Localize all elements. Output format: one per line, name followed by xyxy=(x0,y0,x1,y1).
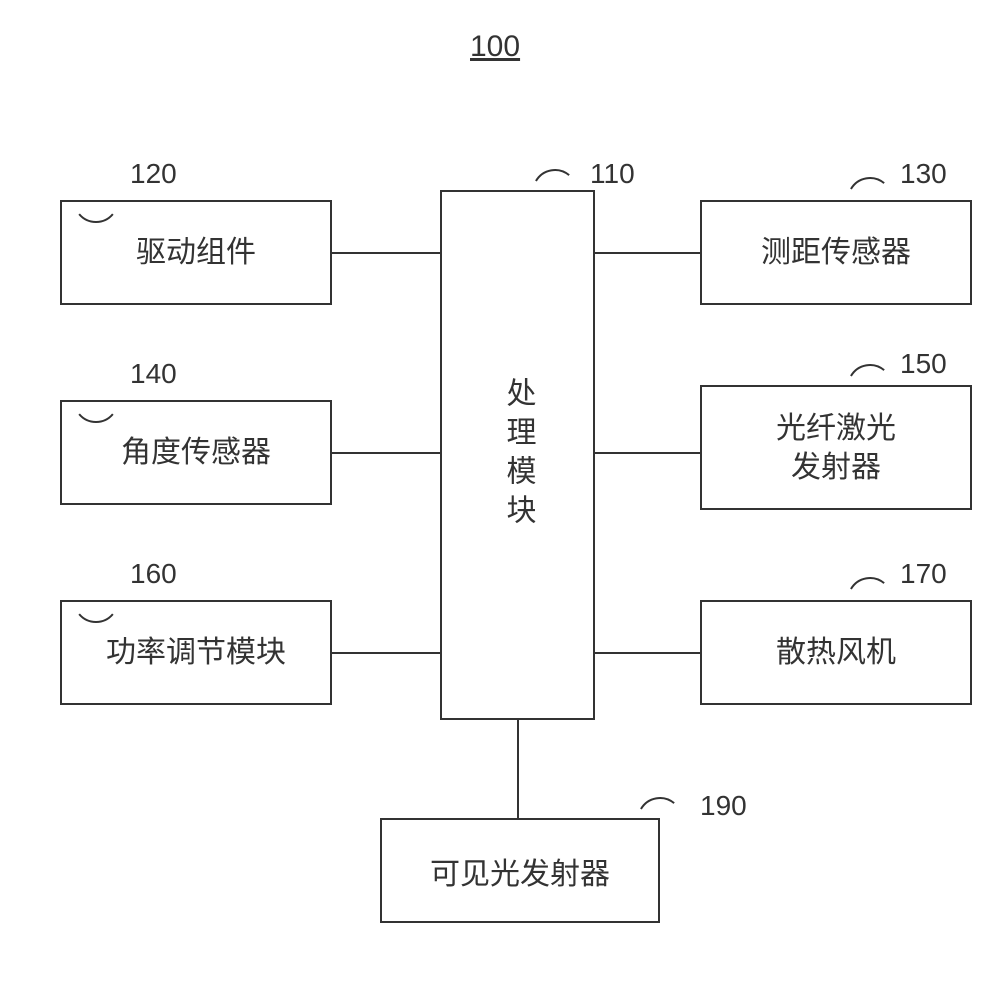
distance-sensor-box: 测距传感器 xyxy=(700,200,972,305)
diagram-container: 100 处理模块 110 驱动组件 120 测距传感器 130 角度传感器 140 光纤激光… xyxy=(0,0,987,1000)
visible-light-emitter-arc xyxy=(634,794,686,846)
drive-component-arc xyxy=(70,174,122,226)
cooling-fan-arc xyxy=(844,574,896,626)
distance-sensor-ref: 130 xyxy=(900,158,947,190)
visible-light-emitter-box: 可见光发射器 xyxy=(380,818,660,923)
power-adjust-module-ref: 160 xyxy=(130,558,177,590)
distance-sensor-arc xyxy=(844,174,896,226)
angle-sensor-ref: 140 xyxy=(130,358,177,390)
angle-sensor-label: 角度传感器 xyxy=(121,433,271,472)
drive-component-ref: 120 xyxy=(130,158,177,190)
diagram-title: 100 xyxy=(470,30,520,64)
fiber-laser-emitter-label: 光纤激光 发射器 xyxy=(776,409,896,487)
power-adjust-module-arc xyxy=(70,574,122,626)
processing-module-arc xyxy=(529,166,581,218)
visible-light-emitter-connector xyxy=(517,720,519,818)
distance-sensor-connector xyxy=(595,252,700,254)
cooling-fan-label: 散热风机 xyxy=(776,633,896,672)
fiber-laser-emitter-connector xyxy=(595,452,700,454)
drive-component-connector xyxy=(332,252,440,254)
power-adjust-module-connector xyxy=(332,652,440,654)
distance-sensor-label: 测距传感器 xyxy=(761,233,911,272)
visible-light-emitter-ref: 190 xyxy=(700,790,747,822)
power-adjust-module-label: 功率调节模块 xyxy=(106,633,286,672)
cooling-fan-ref: 170 xyxy=(900,558,947,590)
visible-light-emitter-label: 可见光发射器 xyxy=(430,849,610,893)
cooling-fan-box: 散热风机 xyxy=(700,600,972,705)
drive-component-label: 驱动组件 xyxy=(136,233,256,272)
processing-module-label: 处理模块 xyxy=(496,377,540,533)
processing-module-box: 处理模块 xyxy=(440,190,595,720)
fiber-laser-emitter-ref: 150 xyxy=(900,348,947,380)
fiber-laser-emitter-arc xyxy=(844,361,896,413)
processing-module-ref: 110 xyxy=(590,158,635,190)
fiber-laser-emitter-box: 光纤激光 发射器 xyxy=(700,385,972,510)
cooling-fan-connector xyxy=(595,652,700,654)
angle-sensor-arc xyxy=(70,374,122,426)
angle-sensor-connector xyxy=(332,452,440,454)
